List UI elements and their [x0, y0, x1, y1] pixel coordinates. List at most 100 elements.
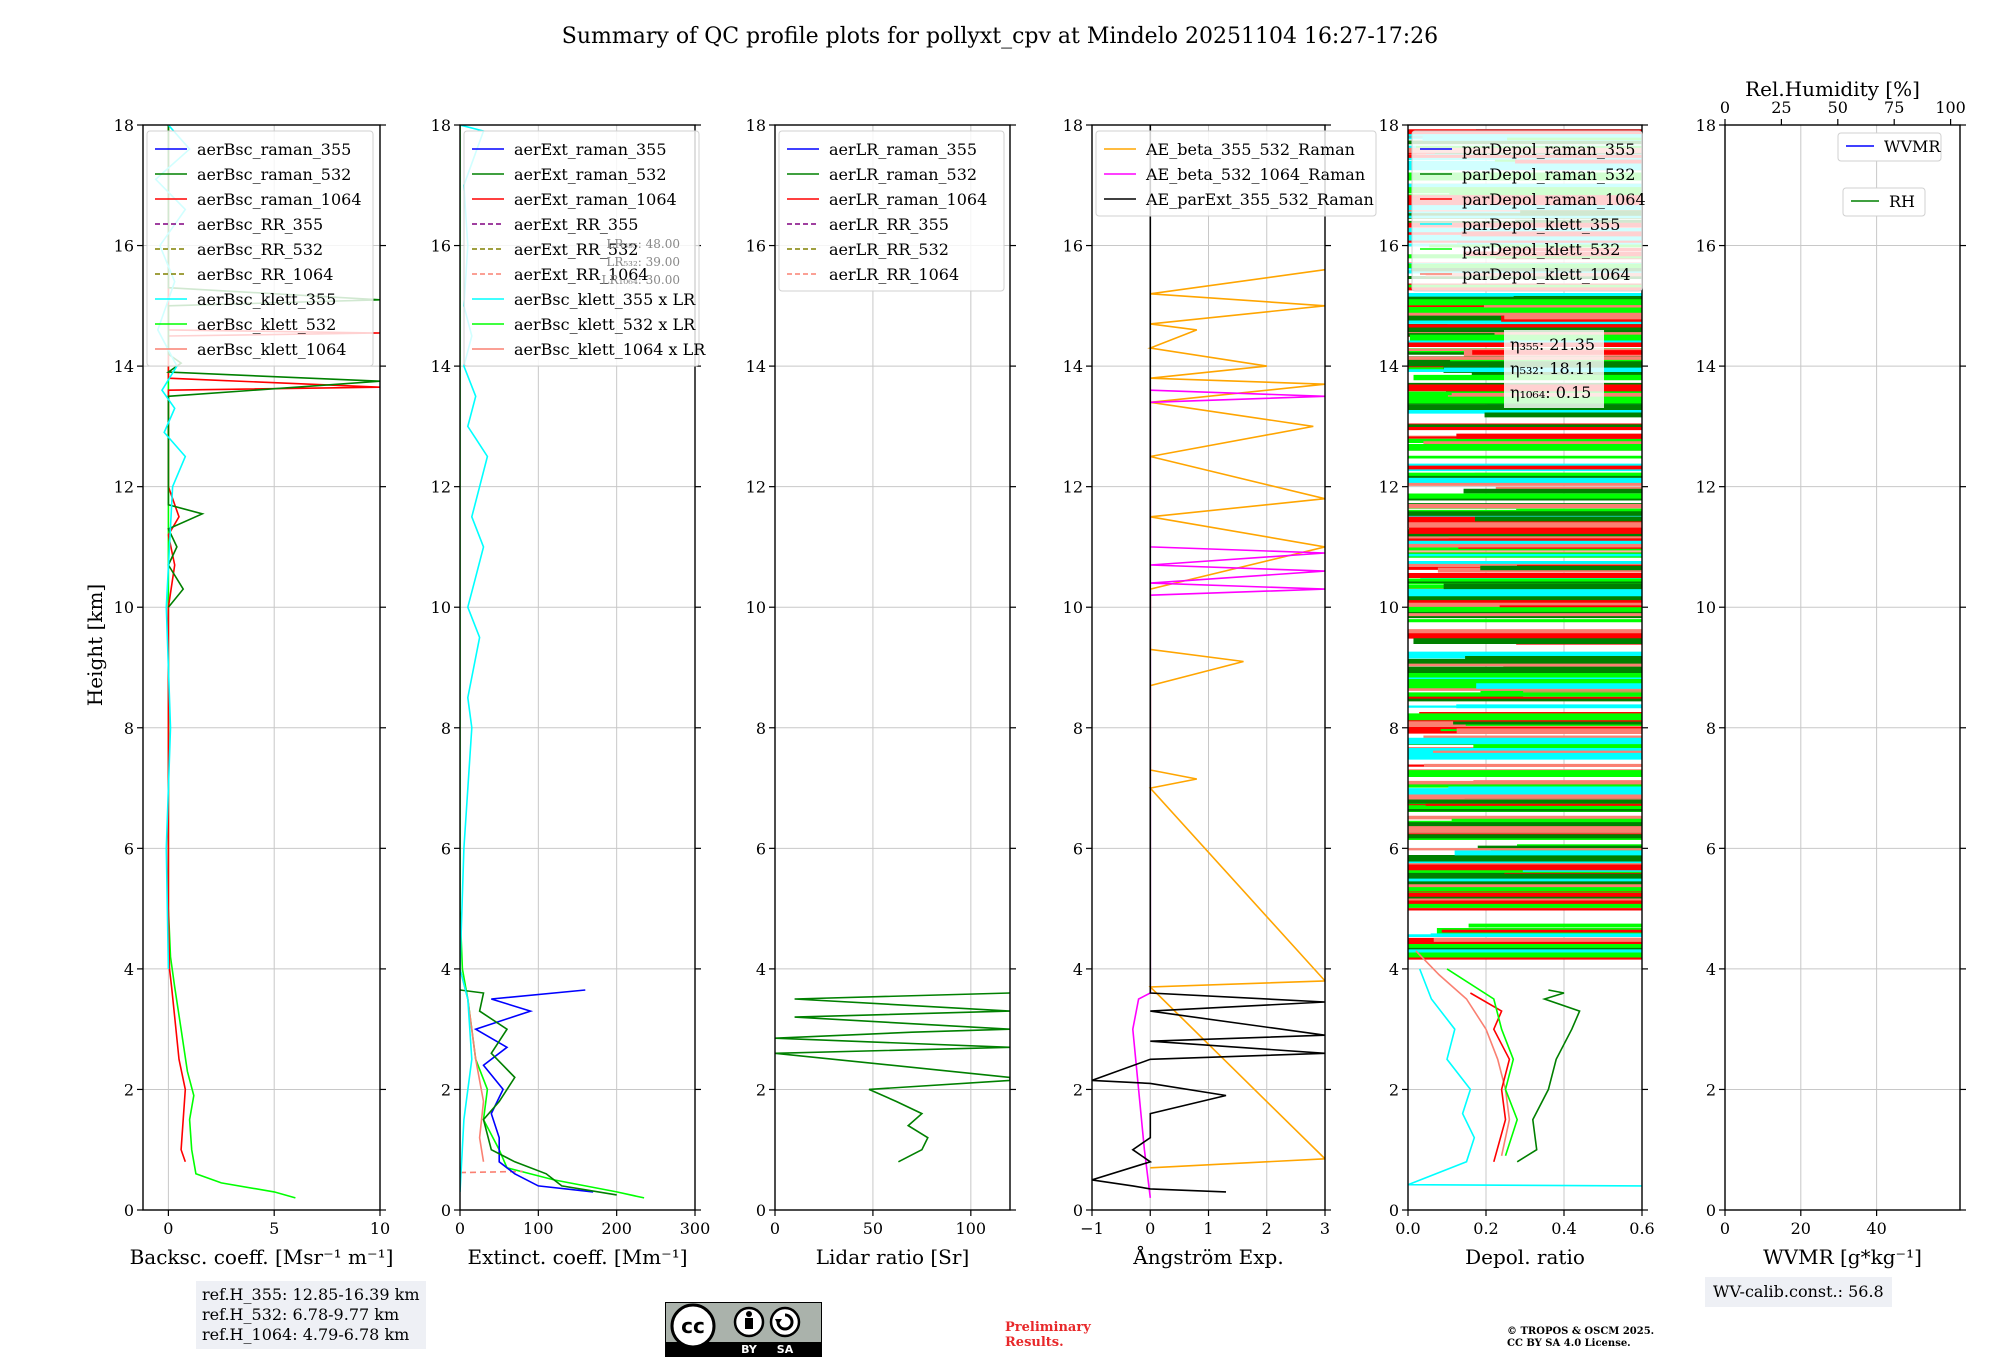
y-tick-label: 4 — [1073, 960, 1083, 979]
legend-label: aerBsc_klett_532 x LR — [514, 315, 696, 334]
y-tick-label: 2 — [441, 1080, 451, 1099]
y-tick-label: 6 — [1073, 839, 1083, 858]
y-tick-label: 18 — [1379, 116, 1399, 135]
share-alike-icon — [769, 1306, 801, 1338]
y-tick-label: 12 — [1379, 478, 1399, 497]
preliminary-results-note: Preliminary Results. — [1005, 1320, 1091, 1350]
y-tick-label: 6 — [1706, 839, 1716, 858]
legend-label: aerExt_RR_1064 — [514, 265, 649, 284]
legend-label: aerExt_raman_355 — [514, 140, 667, 159]
axes-frame — [459, 124, 696, 1211]
y-tick-label: 2 — [1706, 1080, 1716, 1099]
y-tick-label: 2 — [1389, 1080, 1399, 1099]
legend: aerLR_raman_355 aerLR_raman_532 aerLR_rama… — [778, 130, 1005, 292]
x-axis-label: Lidar ratio [Sr] — [816, 1245, 970, 1269]
top-tick-label: 75 — [1884, 98, 1904, 117]
x-axis-label: Depol. ratio — [1465, 1245, 1585, 1269]
x-tick-label: 0.4 — [1551, 1219, 1576, 1238]
legend-label: aerBsc_klett_1064 x LR — [514, 340, 706, 359]
y-tick-label: 0 — [1073, 1201, 1083, 1220]
y-axis-label: Height [km] — [83, 584, 107, 706]
copyright-line-1: © TROPOS & OSCM 2025. — [1507, 1326, 1655, 1337]
y-tick-label: 14 — [746, 357, 766, 376]
legend-label: aerLR_raman_355 — [829, 140, 977, 159]
legend-box — [463, 130, 700, 367]
x-axis-label: Backsc. coeff. [Msr⁻¹ m⁻¹] — [130, 1245, 394, 1269]
y-tick-label: 0 — [1389, 1201, 1399, 1220]
ref-height-1064: ref.H_1064: 4.79-6.78 km — [202, 1325, 410, 1344]
copyright-note: © TROPOS & OSCM 2025. CC BY SA 4.0 Licen… — [1507, 1326, 1654, 1350]
y-tick-label: 0 — [1706, 1201, 1716, 1220]
series-parDepol_klett_532 — [1446, 968, 1519, 1157]
y-tick-label: 12 — [746, 478, 766, 497]
lr-annotation: LR₅₃₂: 39.00 — [606, 255, 680, 269]
series-aerExt_raman_355 — [473, 989, 594, 1193]
legend-label: aerExt_raman_532 — [514, 165, 667, 184]
y-tick-label: 6 — [124, 839, 134, 858]
x-tick-label: 1 — [1203, 1219, 1213, 1238]
legend: AE_beta_355_532_Raman AE_beta_532_1064_Ra… — [1095, 130, 1377, 217]
ref-height-532: ref.H_532: 6.78-9.77 km — [202, 1305, 400, 1324]
y-tick-label: 14 — [431, 357, 451, 376]
legend-box — [1837, 132, 1942, 162]
y-tick-label: 18 — [114, 116, 134, 135]
y-tick-label: 18 — [1696, 116, 1716, 135]
series-aerExt_raman_532 — [460, 989, 617, 1196]
y-tick-label: 16 — [431, 237, 451, 256]
eta-annotation: η₁₀₆₄: 0.15 — [1510, 383, 1591, 402]
x-tick-label: 0 — [455, 1219, 465, 1238]
y-tick-label: 18 — [746, 116, 766, 135]
legend-label: aerLR_raman_532 — [829, 165, 977, 184]
x-tick-label: 20 — [1791, 1219, 1811, 1238]
legend-box — [1095, 130, 1377, 217]
y-tick-label: 16 — [1696, 237, 1716, 256]
eta-annotation: η₃₅₅: 21.35 — [1510, 335, 1595, 354]
legend-label: aerBsc_RR_355 — [197, 215, 323, 234]
y-tick-label: 2 — [124, 1080, 134, 1099]
y-tick-label: 4 — [441, 960, 451, 979]
x-tick-label: 0 — [770, 1219, 780, 1238]
legend: aerBsc_raman_355 aerBsc_raman_532 aerBsc_r… — [146, 130, 374, 367]
cc-circle-icon — [670, 1303, 716, 1349]
badge-sa-label: SA — [777, 1343, 794, 1356]
legend-label: WVMR — [1884, 137, 1941, 156]
legend-label: parDepol_raman_532 — [1462, 165, 1635, 184]
legend-label: parDepol_klett_1064 — [1462, 265, 1631, 284]
wv-calibration-box: WV-calib.const.: 56.8 — [1705, 1277, 1892, 1307]
legend-box — [1842, 187, 1926, 217]
legend-label: aerBsc_klett_355 — [197, 290, 336, 309]
legend-label: AE_parExt_355_532_Raman — [1145, 190, 1374, 209]
top-tick-label: 0 — [1720, 98, 1730, 117]
y-tick-label: 12 — [1696, 478, 1716, 497]
y-tick-label: 12 — [114, 478, 134, 497]
legend-label: aerExt_raman_1064 — [514, 190, 677, 209]
x-axis-label: Extinct. coeff. [Mm⁻¹] — [467, 1245, 687, 1269]
reference-heights-box: ref.H_355: 12.85-16.39 km ref.H_532: 6.7… — [196, 1281, 426, 1349]
legend-box — [778, 130, 1005, 292]
x-tick-label: 0.6 — [1629, 1219, 1654, 1238]
badge-by-label: BY — [741, 1343, 758, 1356]
axes-frame — [1724, 124, 1961, 1211]
x-tick-label: 0 — [1145, 1219, 1155, 1238]
y-tick-label: 2 — [756, 1080, 766, 1099]
y-tick-label: 2 — [1073, 1080, 1083, 1099]
y-tick-label: 18 — [1063, 116, 1083, 135]
y-tick-label: 16 — [114, 237, 134, 256]
y-tick-label: 14 — [1696, 357, 1716, 376]
legend-label: aerBsc_RR_532 — [197, 240, 323, 259]
legend-label: parDepol_raman_1064 — [1462, 190, 1646, 209]
y-tick-label: 16 — [1063, 237, 1083, 256]
y-tick-label: 0 — [124, 1201, 134, 1220]
y-tick-label: 14 — [1063, 357, 1083, 376]
panel-bsc: 0 5 10 0 2 4 6 8 10 12 14 16 18 Backsc. coeff. [Msr⁻¹… — [114, 116, 394, 1269]
y-tick-label: 4 — [756, 960, 766, 979]
y-tick-label: 8 — [124, 719, 134, 738]
y-tick-label: 8 — [1073, 719, 1083, 738]
y-tick-label: 10 — [1696, 598, 1716, 617]
preliminary-line-2: Results. — [1005, 1335, 1064, 1350]
legend-label: parDepol_klett_532 — [1462, 240, 1620, 259]
series-AE_beta_532_1064_Raman — [1131, 389, 1325, 1198]
y-tick-label: 16 — [746, 237, 766, 256]
top-tick-label: 50 — [1828, 98, 1848, 117]
